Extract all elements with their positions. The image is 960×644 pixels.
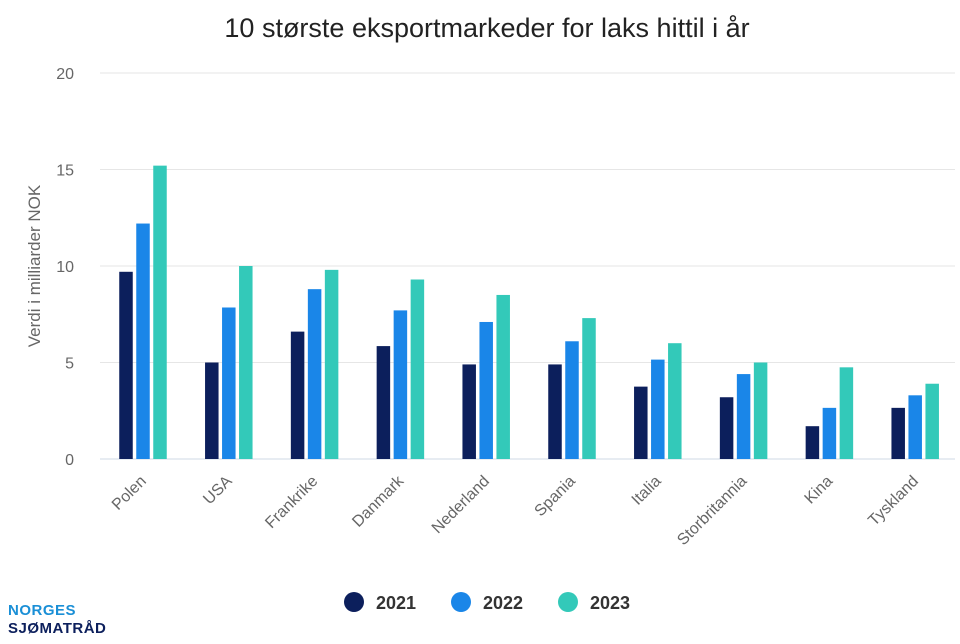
legend-marker-2022: [451, 592, 471, 612]
y-tick-label: 15: [56, 163, 74, 180]
bar-2021-Spania[interactable]: [548, 364, 562, 459]
bar-2021-Frankrike[interactable]: [290, 331, 305, 459]
bar-2021-Danmark[interactable]: [376, 346, 391, 459]
bar-2022-Kina[interactable]: [822, 407, 837, 459]
logo-line-1: NORGES: [8, 602, 77, 619]
bar-2022-Nederland[interactable]: [479, 321, 493, 459]
x-tick-label: Danmark: [349, 472, 408, 531]
bar-2023-Frankrike[interactable]: [324, 269, 339, 459]
bar-2023-Spania[interactable]: [582, 318, 596, 459]
bar-2022-Storbritannia[interactable]: [736, 374, 751, 459]
x-tick-label: Polen: [109, 473, 150, 514]
bar-2022-Spania[interactable]: [565, 341, 579, 459]
bar-2021-Kina[interactable]: [805, 426, 820, 459]
y-tick-label: 20: [56, 66, 74, 83]
x-tick-label: Tyskland: [865, 473, 922, 530]
x-tick-label: Storbritannia: [674, 473, 750, 549]
bar-2022-Danmark[interactable]: [393, 310, 408, 459]
bar-2021-USA[interactable]: [205, 362, 219, 460]
legend-marker-2023: [558, 592, 578, 612]
bar-2023-Danmark[interactable]: [410, 279, 425, 459]
y-tick-label: 5: [65, 356, 74, 373]
y-axis-label: Verdi i milliarder NOK: [25, 184, 44, 347]
bar-2023-USA[interactable]: [239, 266, 253, 459]
logo-line-2: SJØMATRÅD: [8, 620, 107, 637]
y-tick-label: 10: [56, 259, 74, 276]
bar-2021-Polen[interactable]: [119, 271, 133, 459]
x-tick-label: Kina: [802, 473, 837, 508]
bar-2023-Kina[interactable]: [839, 367, 854, 459]
x-tick-label: Italia: [629, 473, 665, 509]
bar-2023-Polen[interactable]: [153, 165, 167, 459]
x-tick-label: Frankrike: [262, 473, 321, 532]
bar-2021-Tyskland[interactable]: [891, 407, 905, 459]
bar-2022-Italia[interactable]: [651, 359, 665, 459]
x-tick-label: Spania: [532, 473, 579, 520]
legend-label-2023[interactable]: 2023: [590, 593, 630, 613]
chart-title: 10 største eksportmarkeder for laks hitt…: [224, 13, 749, 43]
bar-2023-Storbritannia[interactable]: [753, 362, 768, 460]
bar-2022-Frankrike[interactable]: [307, 289, 322, 459]
legend-label-2022[interactable]: 2022: [483, 593, 523, 613]
legend-label-2021[interactable]: 2021: [376, 593, 416, 613]
bar-2022-Polen[interactable]: [136, 223, 150, 459]
bar-2022-USA[interactable]: [222, 307, 236, 459]
x-tick-label: Nederland: [429, 473, 493, 537]
legend-marker-2021: [344, 592, 364, 612]
bar-2021-Italia[interactable]: [634, 386, 648, 459]
y-tick-label: 0: [65, 452, 74, 469]
bar-2021-Storbritannia[interactable]: [719, 397, 734, 459]
norges-sjomatrad-logo: NORGES SJØMATRÅD: [8, 602, 106, 638]
bar-2021-Nederland[interactable]: [462, 364, 476, 459]
bar-2023-Nederland[interactable]: [496, 294, 510, 459]
x-tick-label: USA: [200, 473, 236, 509]
bar-2023-Tyskland[interactable]: [925, 383, 939, 459]
bar-2023-Italia[interactable]: [668, 343, 682, 459]
bar-2022-Tyskland[interactable]: [908, 395, 922, 459]
